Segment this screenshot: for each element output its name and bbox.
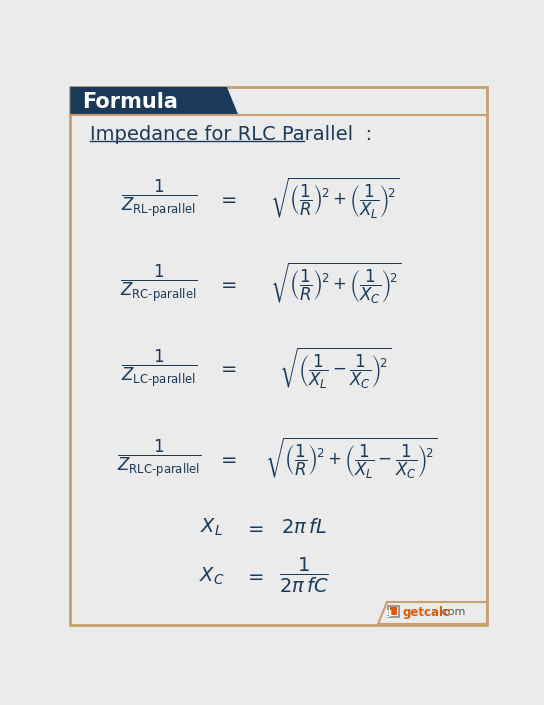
Polygon shape <box>378 602 487 624</box>
FancyBboxPatch shape <box>388 606 399 617</box>
Text: $X_C$: $X_C$ <box>199 565 224 587</box>
Text: $=$: $=$ <box>217 189 237 208</box>
FancyBboxPatch shape <box>70 87 487 625</box>
Text: .com: .com <box>439 607 467 617</box>
Text: $=$: $=$ <box>244 566 264 585</box>
Text: $=$: $=$ <box>217 274 237 293</box>
Text: g: g <box>386 608 392 617</box>
Text: $\dfrac{1}{2\pi\, fC}$: $\dfrac{1}{2\pi\, fC}$ <box>280 556 329 596</box>
Text: $\sqrt{\left(\dfrac{1}{R}\right)^{\!2}+\left(\dfrac{1}{X_L}-\dfrac{1}{X_C}\right: $\sqrt{\left(\dfrac{1}{R}\right)^{\!2}+\… <box>264 435 437 481</box>
Text: Impedance for RLC Parallel  :: Impedance for RLC Parallel : <box>90 125 372 144</box>
FancyBboxPatch shape <box>390 608 397 615</box>
Text: $\dfrac{1}{Z_{\rm RLC\text{-}parallel}}$: $\dfrac{1}{Z_{\rm RLC\text{-}parallel}}$ <box>117 437 202 479</box>
Text: getcalc: getcalc <box>403 606 451 618</box>
Text: $=$: $=$ <box>217 448 237 467</box>
Text: $=$: $=$ <box>217 358 237 377</box>
Text: $\dfrac{1}{Z_{\rm RC\text{-}parallel}}$: $\dfrac{1}{Z_{\rm RC\text{-}parallel}}$ <box>120 262 199 304</box>
Polygon shape <box>70 87 238 116</box>
Text: $2\pi\, fL$: $2\pi\, fL$ <box>281 518 327 537</box>
Text: $\sqrt{\left(\dfrac{1}{X_L}-\dfrac{1}{X_C}\right)^{\!2}}$: $\sqrt{\left(\dfrac{1}{X_L}-\dfrac{1}{X_… <box>279 345 392 391</box>
Text: Formula: Formula <box>82 92 178 112</box>
Text: $\sqrt{\left(\dfrac{1}{R}\right)^{\!2}+\left(\dfrac{1}{X_L}\right)^{\!2}}$: $\sqrt{\left(\dfrac{1}{R}\right)^{\!2}+\… <box>270 176 400 221</box>
Text: $X_L$: $X_L$ <box>200 517 223 538</box>
Text: $\dfrac{1}{Z_{\rm LC\text{-}parallel}}$: $\dfrac{1}{Z_{\rm LC\text{-}parallel}}$ <box>121 348 197 388</box>
Text: $\sqrt{\left(\dfrac{1}{R}\right)^{\!2}+\left(\dfrac{1}{X_C}\right)^{\!2}}$: $\sqrt{\left(\dfrac{1}{R}\right)^{\!2}+\… <box>270 261 401 306</box>
Text: $\dfrac{1}{Z_{\rm RL\text{-}parallel}}$: $\dfrac{1}{Z_{\rm RL\text{-}parallel}}$ <box>121 178 197 219</box>
Text: $=$: $=$ <box>244 518 264 537</box>
